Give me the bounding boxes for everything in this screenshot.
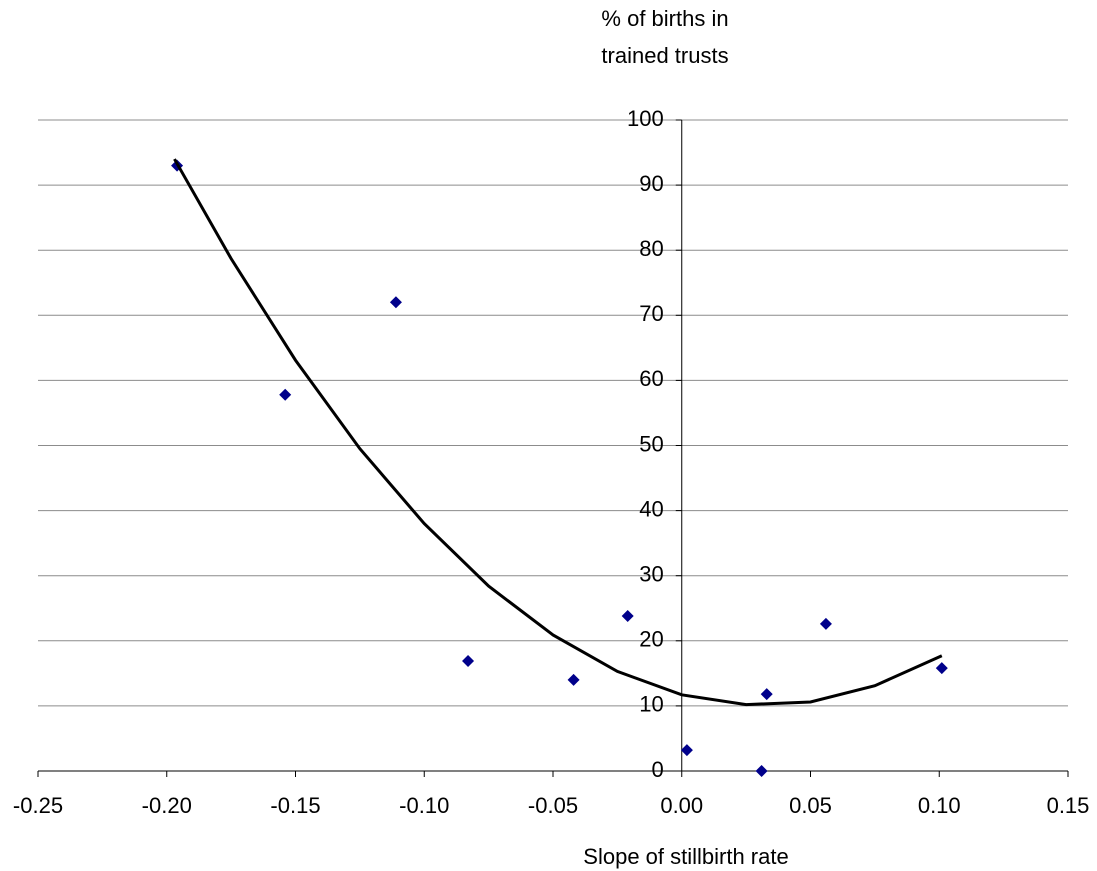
x-tick-label: 0.15 (1047, 793, 1090, 818)
y-tick-label: 90 (639, 171, 663, 196)
x-tick-label: -0.05 (528, 793, 578, 818)
point (462, 654, 475, 667)
x-tick-label: -0.10 (399, 793, 449, 818)
x-tick-label: -0.20 (142, 793, 192, 818)
y-tick-label: 70 (639, 301, 663, 326)
x-tick-label: -0.25 (13, 793, 63, 818)
x-tick-label: 0.10 (918, 793, 961, 818)
point (680, 744, 693, 757)
y-tick-label: 40 (639, 496, 663, 521)
y-tick-label: 80 (639, 236, 663, 261)
y-axis-label: trained trusts (601, 43, 728, 68)
y-tick-label: 60 (639, 366, 663, 391)
y-tick-label: 50 (639, 431, 663, 456)
point (819, 617, 832, 630)
y-tick-label: 100 (627, 106, 664, 131)
y-tick-label: 30 (639, 562, 663, 587)
y-tick-label: 10 (639, 692, 663, 717)
y-axis-label: % of births in (601, 6, 728, 31)
trend-line (173, 158, 943, 707)
y-tick-label: 0 (652, 757, 664, 782)
x-tick-label: 0.05 (789, 793, 832, 818)
x-tick-label: -0.15 (270, 793, 320, 818)
point (935, 662, 948, 675)
point (567, 673, 580, 686)
point (755, 765, 768, 777)
point (389, 296, 402, 309)
point (760, 688, 773, 701)
point (621, 610, 634, 623)
y-tick-label: 20 (639, 627, 663, 652)
point (279, 388, 292, 401)
x-tick-label: 0.00 (660, 793, 703, 818)
x-axis-label: Slope of stillbirth rate (583, 844, 788, 869)
